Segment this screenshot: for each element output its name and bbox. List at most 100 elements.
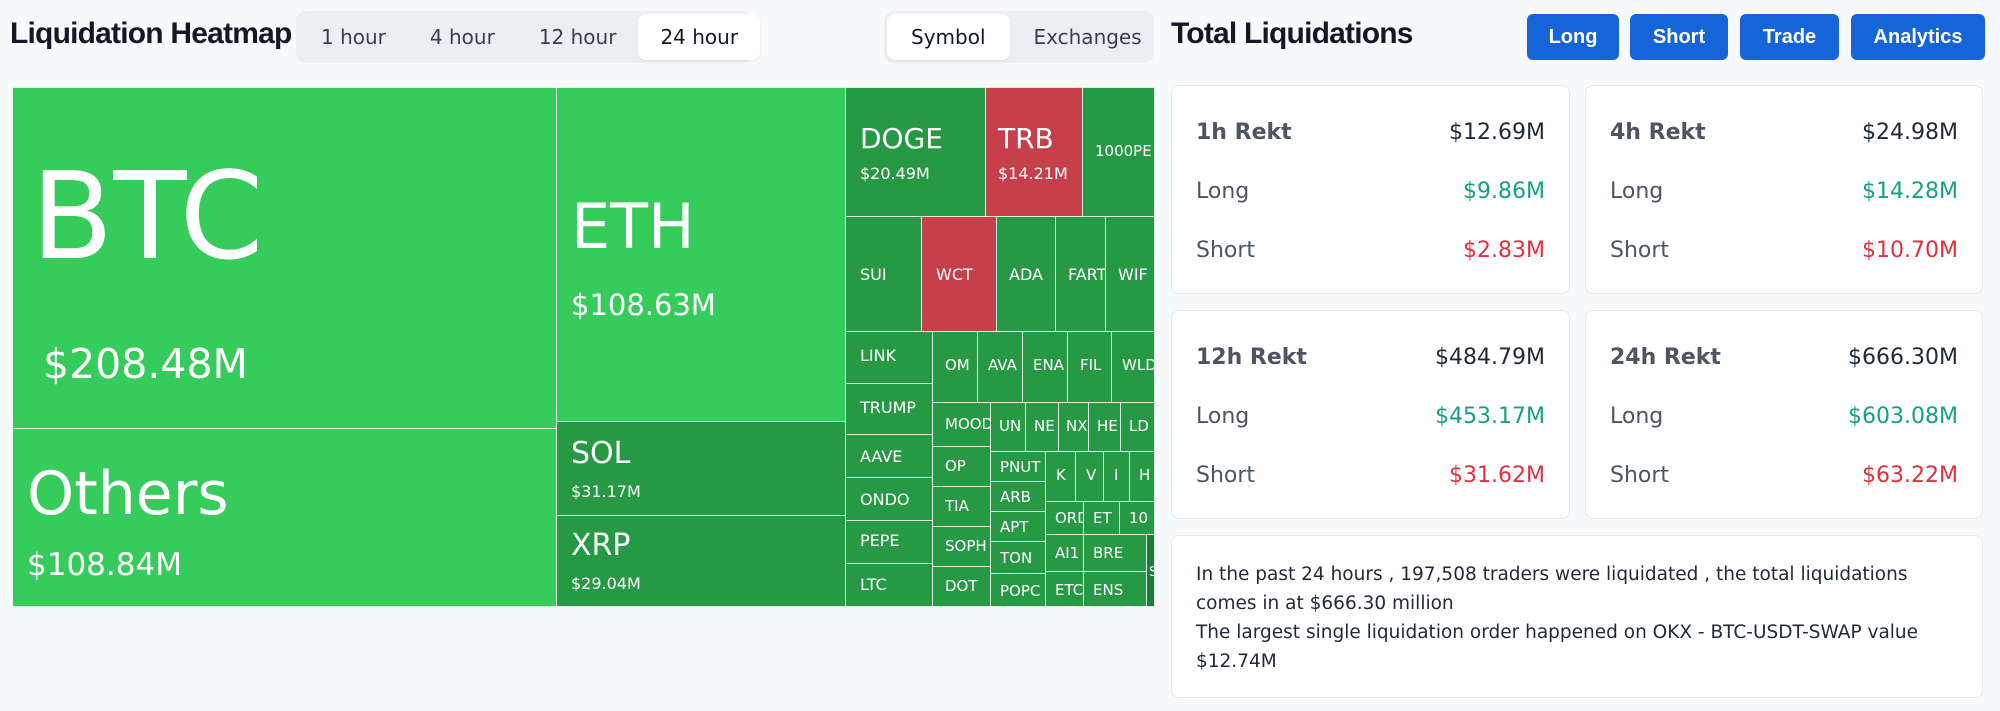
- long-button[interactable]: Long: [1527, 14, 1619, 60]
- tile-arb[interactable]: ARB: [990, 481, 1046, 512]
- tile-tia[interactable]: TIA: [932, 486, 991, 527]
- tab-1-hour[interactable]: 1 hour: [321, 25, 386, 49]
- long-label: Long: [1610, 404, 1664, 429]
- tile-1000pepe[interactable]: 1000PE: [1082, 87, 1155, 217]
- tile-ai16z[interactable]: AI1: [1045, 534, 1084, 572]
- tile-value: $108.84M: [27, 547, 182, 583]
- tile-ne[interactable]: NE: [1025, 402, 1059, 452]
- tile-nx[interactable]: NX: [1058, 402, 1089, 452]
- tile-dot[interactable]: DOT: [932, 566, 991, 607]
- tile-trb[interactable]: TRB $14.21M: [985, 87, 1083, 217]
- tile-h[interactable]: H: [1129, 451, 1155, 502]
- tile-k[interactable]: K: [1045, 451, 1076, 502]
- tile-etc[interactable]: ETC: [1045, 571, 1084, 607]
- tile-op[interactable]: OP: [932, 446, 991, 487]
- tile-name: ADA: [1009, 265, 1043, 284]
- liquidation-treemap: BTC $208.48M Others $108.84M ETH $108.63…: [12, 87, 1155, 607]
- tab-24-hour[interactable]: 24 hour: [638, 14, 761, 60]
- tile-name: LINK: [860, 346, 897, 365]
- tile-name: AI1: [1055, 544, 1080, 562]
- tile-et[interactable]: ET: [1083, 501, 1120, 535]
- tile-ondo[interactable]: ONDO: [845, 477, 933, 521]
- tile-wct[interactable]: WCT: [921, 216, 997, 332]
- tile-xrp[interactable]: XRP $29.04M: [556, 515, 846, 607]
- trade-button[interactable]: Trade: [1740, 14, 1839, 60]
- tab-symbol[interactable]: Symbol: [887, 14, 1010, 60]
- tile-doge[interactable]: DOGE $20.49M: [845, 87, 986, 217]
- tile-name: TON: [1000, 549, 1033, 567]
- tile-name: Others: [27, 459, 229, 529]
- tile-value: $31.17M: [571, 482, 641, 501]
- tile-value: $208.48M: [43, 340, 248, 388]
- tile-pepe[interactable]: PEPE: [845, 520, 933, 564]
- tile-fil[interactable]: FIL: [1067, 331, 1112, 403]
- tile-popcat[interactable]: POPC: [990, 573, 1046, 607]
- card-24h-rekt: 24h Rekt $666.30M Long $603.08M Short $63.2…: [1585, 310, 1983, 519]
- long-value: $14.28M: [1862, 179, 1958, 204]
- long-label: Long: [1196, 404, 1250, 429]
- tile-trump[interactable]: TRUMP: [845, 383, 933, 435]
- tile-he[interactable]: HE: [1088, 402, 1121, 452]
- tile-wif[interactable]: WIF: [1105, 216, 1155, 332]
- tile-name: 1000PE: [1095, 142, 1152, 160]
- tile-i[interactable]: I: [1103, 451, 1130, 502]
- tile-btc[interactable]: BTC $208.48M: [12, 87, 557, 429]
- tile-aave[interactable]: AAVE: [845, 434, 933, 478]
- tile-name: ENS: [1093, 581, 1124, 599]
- tile-name: LTC: [860, 575, 887, 594]
- tile-ava[interactable]: AVA: [977, 331, 1023, 403]
- tab-4-hour[interactable]: 4 hour: [429, 25, 495, 49]
- tile-ord[interactable]: ORD: [1045, 501, 1084, 535]
- tile-name: 10: [1129, 509, 1149, 527]
- tab-exchanges[interactable]: Exchanges: [1033, 25, 1142, 49]
- tile-pnut[interactable]: PNUT: [990, 451, 1046, 482]
- summary-line-largest-order: The largest single liquidation order hap…: [1196, 622, 1919, 672]
- tile-sui[interactable]: SUI: [845, 216, 922, 332]
- tile-name: AVA: [988, 356, 1017, 374]
- tile-value: $14.21M: [998, 164, 1068, 183]
- short-button[interactable]: Short: [1630, 14, 1728, 60]
- tile-name: PEPE: [860, 531, 900, 550]
- tile-name: NX: [1066, 417, 1088, 435]
- tile-ens[interactable]: ENS: [1083, 571, 1147, 607]
- tile-name: LD: [1129, 417, 1149, 435]
- tile-name: DOGE: [860, 122, 943, 155]
- tile-mood[interactable]: MOOD: [932, 402, 991, 447]
- tile-fart[interactable]: FART: [1055, 216, 1106, 332]
- tile-name: V: [1086, 466, 1097, 484]
- card-total: $666.30M: [1848, 345, 1958, 370]
- tile-others[interactable]: Others $108.84M: [12, 428, 557, 607]
- short-value: $10.70M: [1862, 238, 1958, 263]
- tile-name: H: [1139, 466, 1151, 484]
- heatmap-title: Liquidation Heatmap: [10, 17, 292, 50]
- tile-apt[interactable]: APT: [990, 511, 1046, 542]
- tile-ld[interactable]: LD: [1120, 402, 1155, 452]
- analytics-button[interactable]: Analytics: [1851, 14, 1985, 60]
- tile-name: AAVE: [860, 447, 903, 466]
- tile-name: TIA: [945, 497, 969, 515]
- tab-12-hour[interactable]: 12 hour: [538, 25, 617, 49]
- card-1h-rekt: 1h Rekt $12.69M Long $9.86M Short $2.83M: [1171, 85, 1570, 294]
- tile-name: TRB: [998, 122, 1054, 155]
- card-4h-rekt: 4h Rekt $24.98M Long $14.28M Short $10.70M: [1585, 85, 1983, 294]
- long-value: $9.86M: [1463, 179, 1545, 204]
- tile-name: K: [1056, 466, 1066, 484]
- tile-bread[interactable]: BRE: [1083, 534, 1147, 572]
- tile-un[interactable]: UN: [990, 402, 1026, 452]
- tile-ena[interactable]: ENA: [1022, 331, 1068, 403]
- tile-soph[interactable]: SOPH: [932, 526, 991, 567]
- tile-name: NE: [1034, 417, 1055, 435]
- tile-eth[interactable]: ETH $108.63M: [556, 87, 846, 422]
- tile-sol[interactable]: SOL $31.17M: [556, 421, 846, 516]
- tile-ltc[interactable]: LTC: [845, 563, 933, 607]
- tile-link[interactable]: LINK: [845, 331, 933, 384]
- tile-om[interactable]: OM: [932, 331, 978, 403]
- tile-10[interactable]: 10: [1119, 501, 1155, 535]
- tile-wld[interactable]: WLD: [1111, 331, 1155, 403]
- tile-ton[interactable]: TON: [990, 541, 1046, 574]
- card-title: 1h Rekt: [1196, 120, 1292, 145]
- tile-s[interactable]: S: [1146, 534, 1155, 607]
- short-value: $63.22M: [1862, 463, 1958, 488]
- tile-ada[interactable]: ADA: [996, 216, 1056, 332]
- tile-v[interactable]: V: [1075, 451, 1104, 502]
